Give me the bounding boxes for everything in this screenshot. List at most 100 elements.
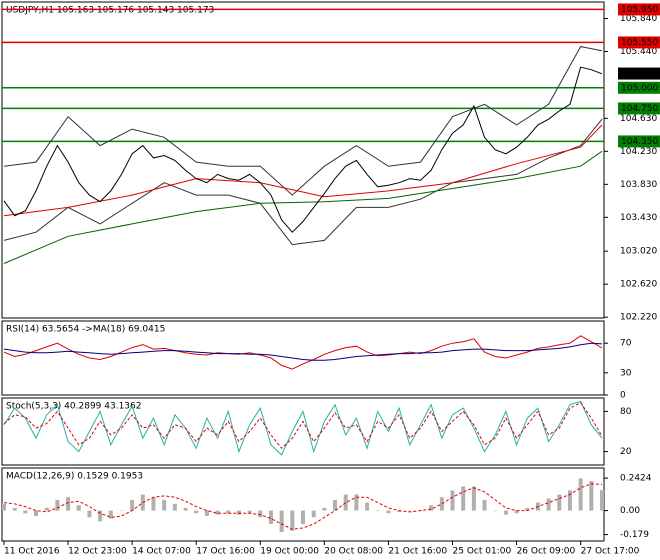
bar: [55, 499, 60, 511]
bar: [365, 502, 370, 511]
bar: [514, 510, 519, 514]
bar: [151, 497, 156, 511]
x-tick-label: 26 Oct 09:00: [517, 547, 576, 557]
bar: [172, 503, 177, 511]
panel-title: USDJPY,H1 105.163 105.176 105.143 105.17…: [6, 6, 214, 16]
y-tick-label: -0.179: [620, 530, 649, 540]
level-label: 105.550: [621, 38, 658, 48]
y-tick-label: 105.440: [620, 47, 657, 57]
bar: [546, 498, 551, 511]
series-line: [3, 46, 603, 196]
x-tick-label: 17 Oct 16:00: [196, 547, 255, 557]
bar: [439, 497, 444, 511]
x-tick-label: 11 Oct 2016: [4, 547, 60, 557]
bar: [23, 510, 28, 514]
bar: [397, 510, 402, 512]
bar: [130, 499, 135, 511]
price-label: 105.173: [621, 69, 658, 79]
x-tick-label: 12 Oct 23:00: [68, 547, 127, 557]
bar: [247, 510, 252, 514]
y-tick-label: 105.840: [620, 14, 657, 24]
level-label: 104.750: [621, 104, 658, 114]
series-line: [3, 402, 603, 450]
x-tick-label: 14 Oct 07:00: [132, 547, 191, 557]
bar: [557, 494, 562, 511]
bar: [268, 510, 273, 524]
series-line: [3, 150, 603, 264]
bar: [162, 499, 167, 511]
bar: [226, 510, 231, 514]
x-tick-label: 20 Oct 08:00: [324, 547, 383, 557]
bar: [87, 510, 92, 518]
bar: [236, 510, 241, 515]
series-line: [3, 118, 603, 246]
bar: [589, 481, 594, 511]
y-tick-label: 20: [620, 447, 632, 457]
bar: [450, 490, 455, 511]
y-tick-label: 30: [620, 368, 632, 378]
y-tick-label: 70: [620, 339, 632, 349]
y-tick-label: 103.020: [620, 247, 657, 257]
bar: [311, 510, 316, 518]
panel-frame: [1, 397, 605, 466]
panel-frame: [1, 320, 605, 396]
bar: [301, 510, 305, 524]
bar: [322, 507, 327, 511]
level-label: 104.350: [621, 137, 658, 147]
level-box: [618, 36, 660, 49]
level-label: 105.950: [621, 5, 658, 15]
bar: [429, 505, 434, 511]
bar: [525, 507, 530, 511]
y-tick-label: 0: [620, 391, 626, 401]
bar: [567, 490, 572, 511]
bar: [44, 507, 49, 511]
bar: [66, 497, 71, 511]
level-box: [618, 81, 660, 94]
bar: [503, 510, 508, 515]
bar: [108, 510, 113, 519]
bar: [333, 499, 338, 511]
panel-frame: [1, 1, 605, 319]
y-tick-label: 103.430: [620, 213, 657, 223]
bar: [98, 510, 103, 522]
bar: [375, 510, 380, 512]
x-tick-label: 21 Oct 16:00: [388, 547, 447, 557]
series-line: [3, 66, 603, 233]
y-tick-label: 104.230: [620, 147, 657, 157]
bar: [386, 510, 391, 514]
bar: [258, 510, 263, 518]
y-tick-label: 0.00: [620, 506, 640, 516]
x-tick-label: 25 Oct 01:00: [453, 547, 512, 557]
series-line: [3, 342, 603, 361]
bar: [578, 478, 583, 511]
bar: [2, 503, 6, 511]
series-line: [3, 483, 603, 530]
bar: [482, 499, 487, 511]
bar: [183, 507, 188, 511]
bar: [119, 510, 124, 512]
bar: [600, 490, 604, 511]
bar: [12, 507, 17, 511]
level-box: [618, 3, 660, 16]
y-tick-label: 0.2424: [620, 474, 652, 484]
series-line: [3, 124, 603, 217]
bar: [76, 505, 81, 511]
bar: [34, 510, 39, 516]
bar: [493, 510, 498, 512]
panel-title: Stoch(5,3,3) 40.2899 43.1362: [6, 402, 141, 412]
level-box: [618, 102, 660, 115]
bar: [407, 510, 412, 512]
bar: [343, 494, 348, 511]
bar: [215, 510, 220, 515]
bar: [204, 510, 209, 516]
bar: [461, 486, 466, 511]
panel-title: MACD(12,26,9) 0.1529 0.1953: [6, 472, 143, 482]
bar: [354, 494, 359, 511]
series-line: [3, 335, 603, 370]
bar: [194, 510, 199, 514]
y-tick-label: 102.620: [620, 280, 657, 290]
level-box: [618, 135, 660, 148]
level-label: 105.000: [621, 83, 658, 93]
x-tick-label: 27 Oct 17:00: [581, 547, 640, 557]
